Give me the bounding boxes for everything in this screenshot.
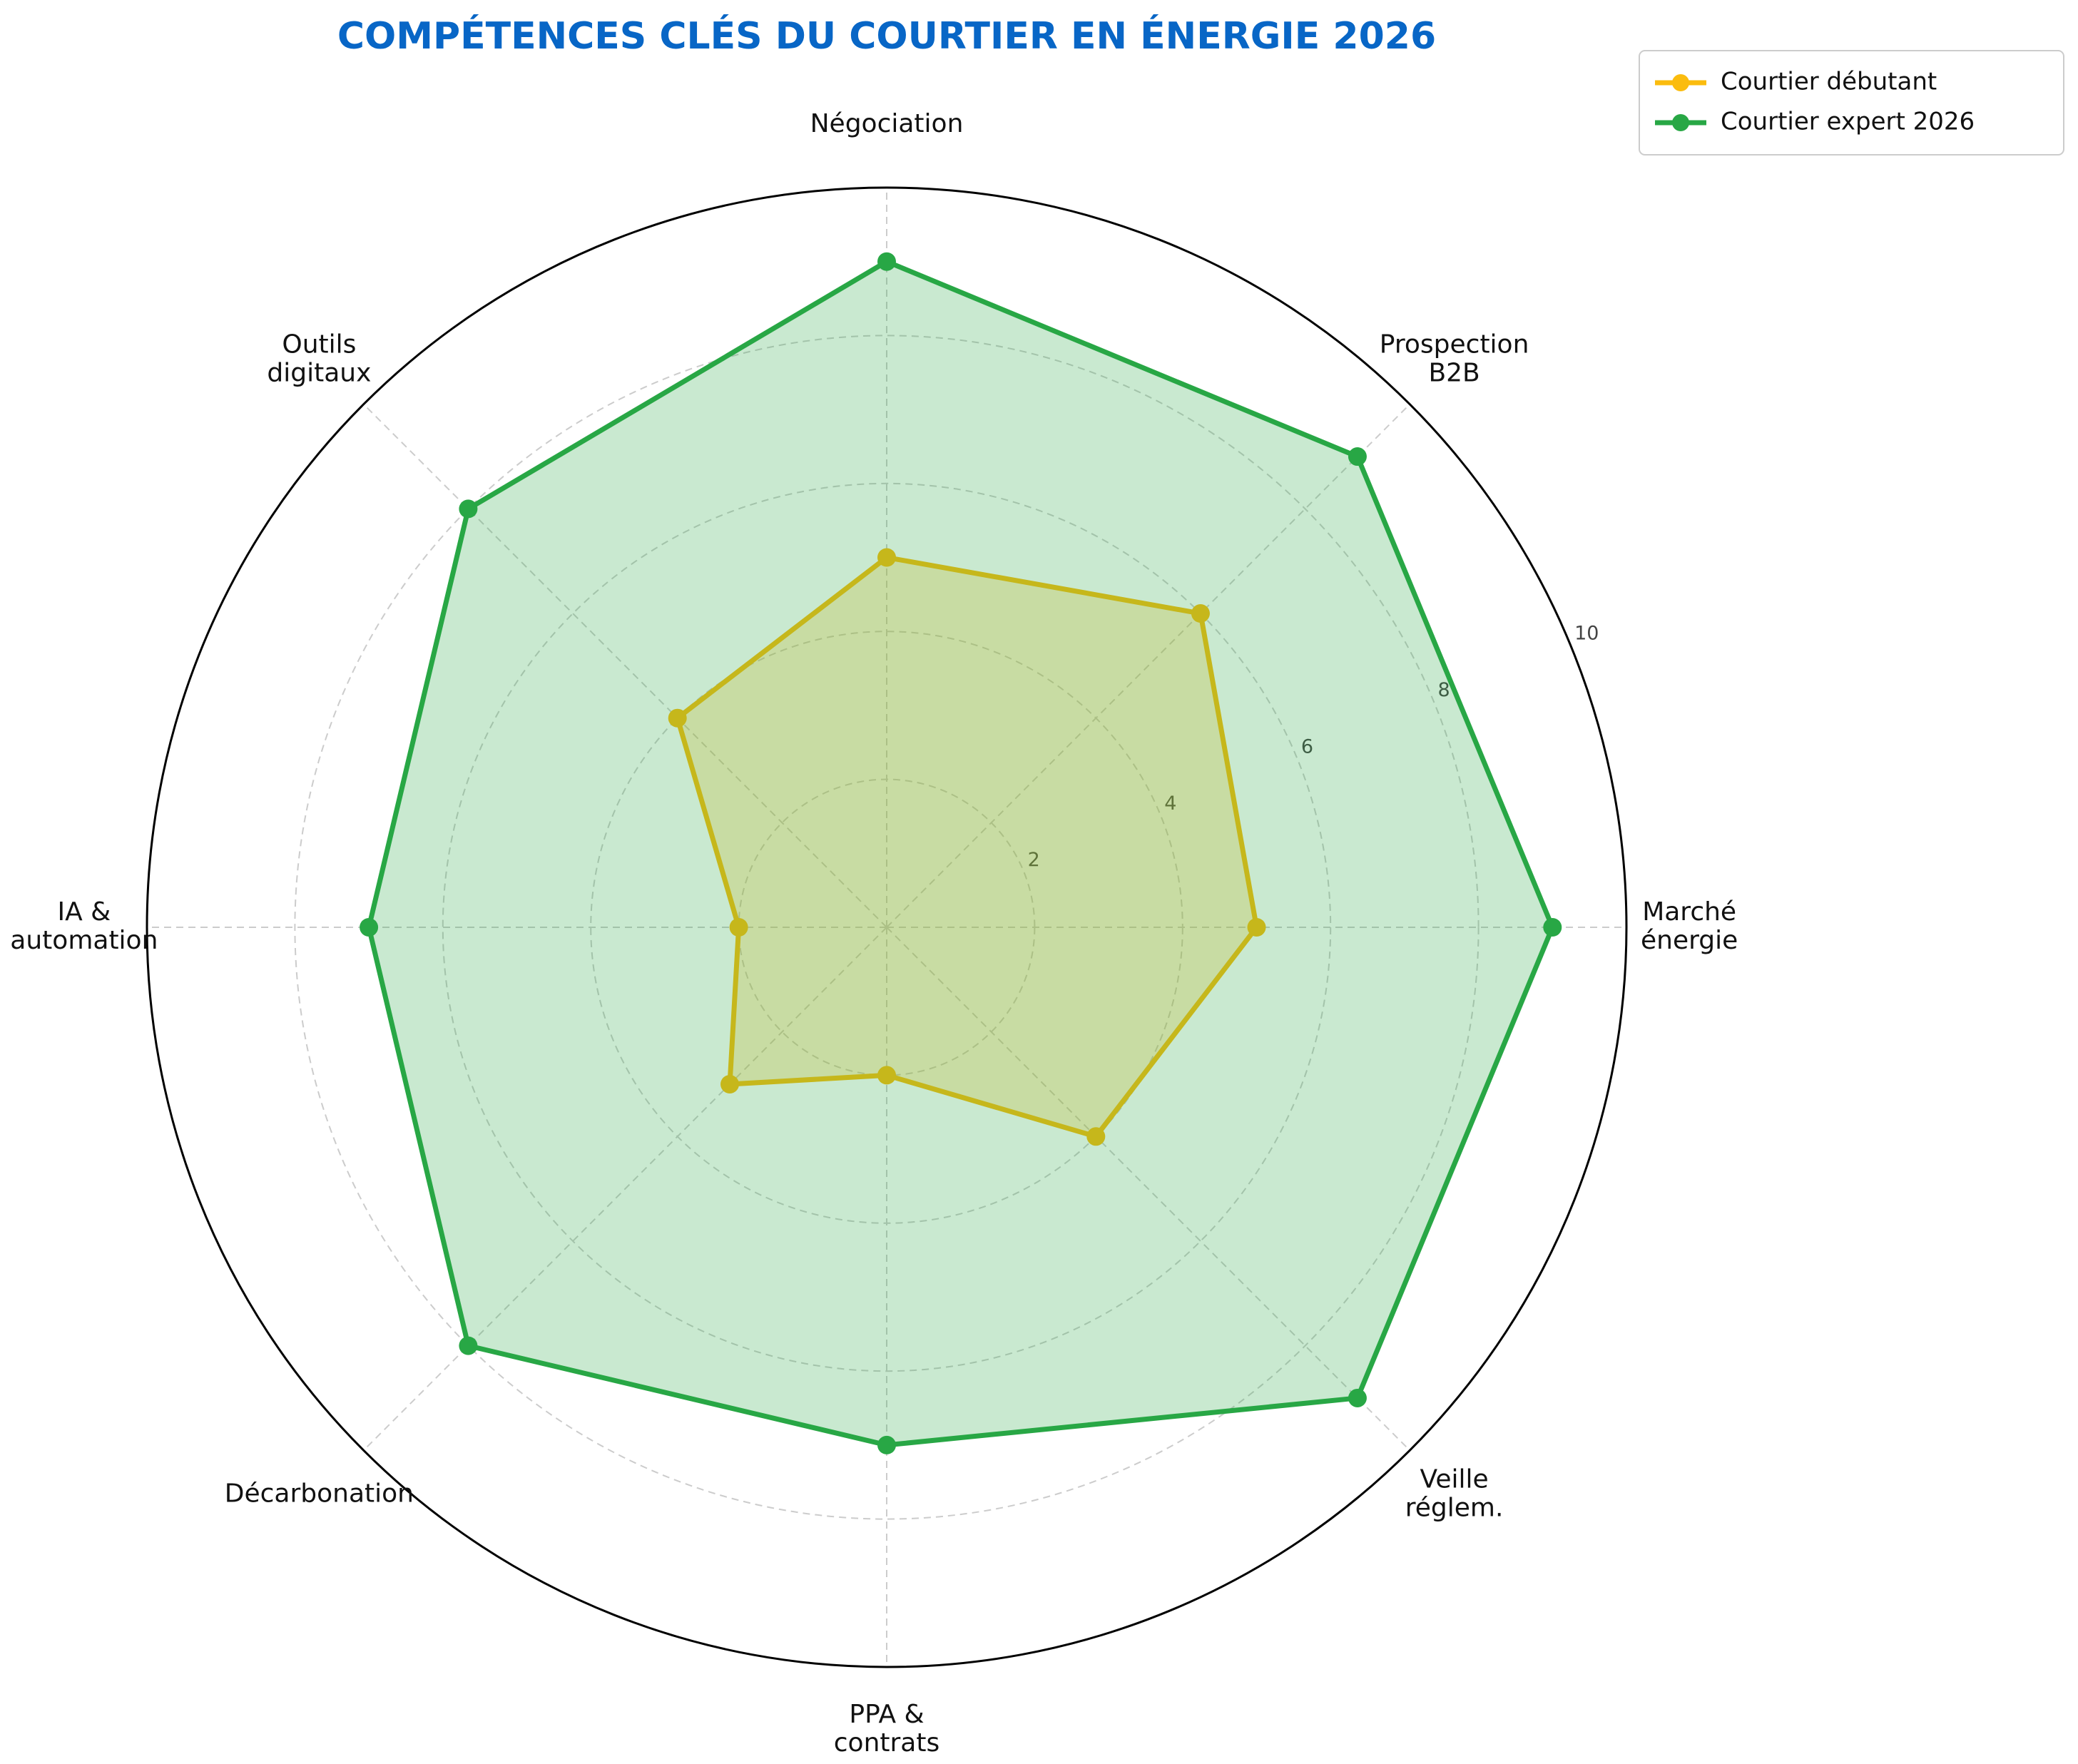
series-point bbox=[720, 1074, 740, 1093]
legend-box bbox=[1639, 50, 2064, 156]
series-point bbox=[877, 548, 896, 567]
series-point bbox=[459, 1336, 478, 1355]
series-point bbox=[1191, 604, 1210, 623]
outer-circle bbox=[146, 186, 1628, 1668]
spoke bbox=[886, 927, 1410, 1451]
chart-title: COMPÉTENCES CLÉS DU COURTIER EN ÉNERGIE … bbox=[337, 14, 1436, 58]
series-point bbox=[1247, 918, 1266, 937]
y-tick-label: 10 bbox=[1574, 623, 1599, 645]
series-point bbox=[459, 499, 478, 519]
category-label: Décarbonation bbox=[225, 1479, 414, 1509]
legend-label: Courtier expert 2026 bbox=[1721, 108, 1975, 136]
series-point bbox=[877, 252, 896, 271]
y-tick-label: 8 bbox=[1437, 679, 1450, 701]
series-point bbox=[877, 1435, 896, 1454]
series-point bbox=[1086, 1127, 1106, 1146]
spoke bbox=[363, 404, 887, 928]
series-point bbox=[729, 918, 748, 937]
y-tick-label: 6 bbox=[1301, 735, 1313, 758]
series-area bbox=[677, 557, 1257, 1137]
spoke bbox=[886, 404, 1410, 928]
series-point bbox=[1543, 918, 1562, 937]
legend: Courtier débutant Courtier expert 2026 bbox=[1639, 50, 2064, 156]
legend-label: Courtier débutant bbox=[1721, 68, 1937, 96]
y-tick-label: 2 bbox=[1028, 849, 1040, 871]
series-point bbox=[1348, 1388, 1367, 1407]
category-label: Marché énergie bbox=[1641, 897, 1738, 955]
series-point bbox=[360, 918, 379, 937]
category-label: PPA & contrats bbox=[834, 1700, 939, 1758]
category-label: Négociation bbox=[810, 109, 964, 138]
series-point bbox=[668, 708, 687, 728]
y-tick-label: 4 bbox=[1164, 792, 1176, 815]
spoke bbox=[363, 927, 887, 1451]
grid-circle bbox=[294, 335, 1479, 1520]
series-point bbox=[1348, 447, 1367, 467]
grid-circle bbox=[442, 482, 1332, 1372]
legend-marker bbox=[1672, 74, 1689, 91]
series-area bbox=[369, 261, 1553, 1445]
category-label: Outils digitaux bbox=[267, 330, 371, 387]
category-label: IA & automation bbox=[10, 897, 158, 955]
series-point bbox=[877, 1066, 896, 1085]
category-label: Prospection B2B bbox=[1380, 330, 1529, 387]
category-label: Veille réglem. bbox=[1405, 1465, 1504, 1523]
legend-marker bbox=[1672, 114, 1689, 131]
grid-circle bbox=[590, 631, 1183, 1224]
